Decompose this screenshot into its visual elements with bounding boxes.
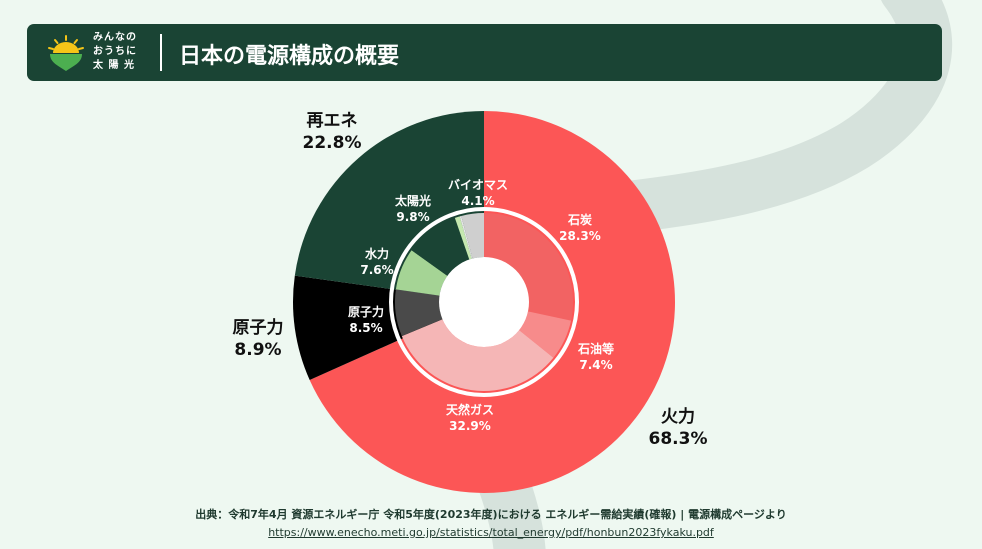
outer-value-原子力: 8.9% bbox=[234, 340, 281, 360]
header-divider bbox=[160, 34, 162, 71]
inner-label-石炭: 石炭 bbox=[567, 212, 592, 227]
inner-slice-水力 bbox=[395, 250, 448, 296]
inner-slice-石油等 bbox=[519, 311, 572, 358]
outer-label-火力: 火力 bbox=[661, 406, 695, 427]
inner-slice-石炭 bbox=[484, 213, 573, 321]
header-bar: みんなの おうちに 太 陽 光 日本の電源構成の概要 bbox=[27, 24, 942, 81]
inner-label-太陽光: 太陽光 bbox=[395, 193, 431, 208]
inner-slice-天然ガス bbox=[401, 319, 554, 392]
inner-value-太陽光: 9.8% bbox=[396, 210, 429, 224]
inner-slice-太陽光 bbox=[411, 217, 470, 276]
source-citation: 出典：令和7年4月 資源エネルギー庁 令和5年度(2023年度)における エネル… bbox=[195, 508, 787, 521]
inner-value-石炭: 28.3% bbox=[559, 229, 601, 243]
sun-heart-logo-icon bbox=[48, 35, 84, 71]
inner-value-水力: 7.6% bbox=[360, 263, 393, 277]
inner-slice-unlabeled-6 bbox=[454, 216, 472, 260]
outer-label-原子力: 原子力 bbox=[233, 317, 284, 338]
outer-label-再エネ: 再エネ bbox=[307, 111, 358, 131]
inner-ring-border bbox=[389, 207, 579, 397]
outer-value-火力: 68.3% bbox=[649, 429, 708, 449]
source-link[interactable]: https://www.enecho.meti.go.jp/statistics… bbox=[268, 526, 714, 539]
inner-slice-原子力 bbox=[395, 289, 443, 337]
outer-value-再エネ: 22.8% bbox=[303, 133, 362, 153]
logo-line-1: みんなの bbox=[93, 32, 137, 43]
donut-center-hole bbox=[439, 257, 529, 347]
inner-label-原子力: 原子力 bbox=[348, 304, 384, 319]
inner-label-石油等: 石油等 bbox=[577, 341, 614, 356]
inner-value-バイオマス: 4.1% bbox=[461, 194, 494, 208]
page-title: 日本の電源構成の概要 bbox=[179, 44, 400, 69]
inner-slice-バイオマス bbox=[461, 213, 484, 259]
logo-line-3: 太 陽 光 bbox=[93, 60, 135, 71]
logo-text: みんなの おうちに 太 陽 光 bbox=[93, 31, 137, 73]
inner-value-石油等: 7.4% bbox=[579, 358, 612, 372]
inner-label-水力: 水力 bbox=[365, 246, 389, 261]
inner-value-原子力: 8.5% bbox=[349, 321, 382, 335]
inner-label-バイオマス: バイオマス bbox=[448, 178, 508, 192]
inner-slice-unlabeled-7 bbox=[459, 215, 473, 259]
inner-value-天然ガス: 32.9% bbox=[449, 419, 491, 433]
logo-line-2: おうちに bbox=[93, 46, 137, 57]
inner-label-天然ガス: 天然ガス bbox=[446, 402, 494, 417]
